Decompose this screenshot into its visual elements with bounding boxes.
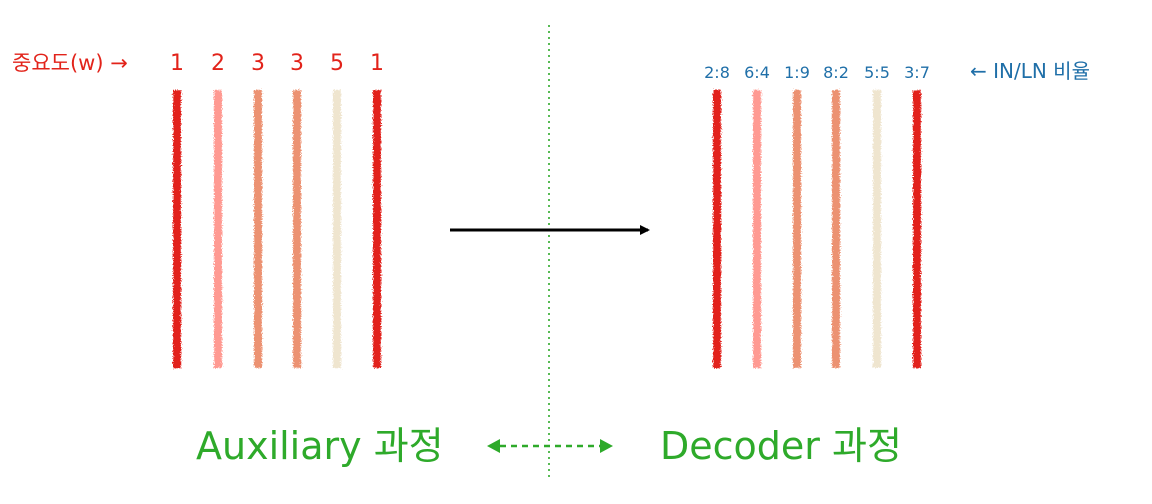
ratio-value: 5:5	[864, 63, 890, 82]
weight-label: 1	[170, 51, 184, 76]
weight-label: 1	[370, 51, 384, 76]
weight-label: 3	[290, 51, 304, 76]
decoder-caption: Decoder 과정	[660, 424, 902, 468]
weight-label: 2	[211, 51, 225, 76]
weight-label: 5	[330, 51, 344, 76]
left-stripe	[173, 90, 181, 368]
ratio-value: 2:8	[704, 63, 730, 82]
auxiliary-caption: Auxiliary 과정	[196, 424, 444, 468]
right-stripe	[793, 90, 801, 368]
right-stripe	[873, 90, 881, 368]
weight-label: 3	[251, 51, 265, 76]
ratio-labels: 2:8 6:4 1:9 8:2 5:5 3:7	[704, 63, 930, 82]
left-stripes	[173, 90, 381, 368]
importance-label: 중요도(w) →	[12, 51, 128, 75]
bidirectional-arrow	[487, 439, 613, 453]
left-stripe	[293, 90, 301, 368]
right-stripes	[713, 90, 921, 368]
right-stripe	[913, 90, 921, 368]
left-stripe	[373, 90, 381, 368]
ratio-value: 1:9	[784, 63, 810, 82]
left-stripe	[333, 90, 341, 368]
left-stripe	[214, 90, 222, 368]
right-stripe	[713, 90, 721, 368]
left-stripe	[254, 90, 262, 368]
right-stripe	[832, 90, 840, 368]
ratio-label: ← IN/LN 비율	[970, 59, 1090, 83]
ratio-value: 3:7	[904, 63, 930, 82]
right-stripe	[753, 90, 761, 368]
ratio-value: 6:4	[744, 63, 770, 82]
ratio-value: 8:2	[823, 63, 849, 82]
